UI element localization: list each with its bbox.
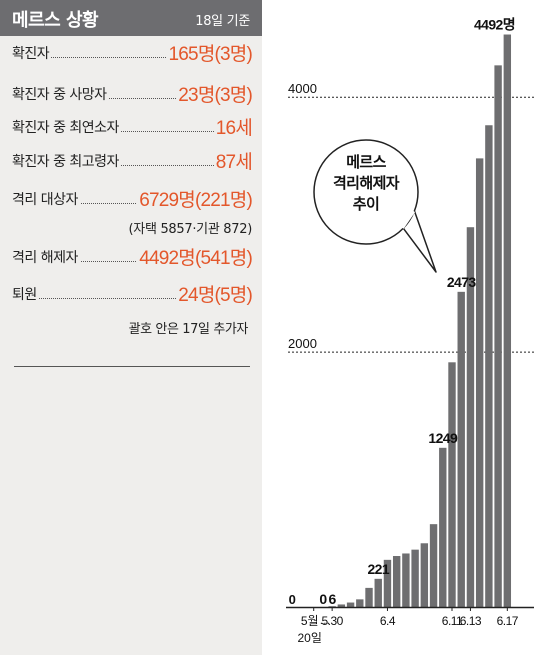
stat-row-youngest: 확진자 중 최연소자 16세 (12, 113, 253, 140)
chart-callout: 메르스 격리해제자 추이 (312, 138, 420, 246)
value-label: 4492명 (474, 17, 515, 33)
leader-dots (12, 98, 252, 99)
callout-bubble (313, 139, 419, 245)
axis-gap-marker: … (319, 615, 330, 627)
bar (392, 556, 401, 607)
x-tick-label: 5.30 (321, 614, 343, 628)
callout-line: 추이 (352, 195, 380, 213)
bar (346, 602, 355, 607)
callout-line: 메르스 (346, 153, 386, 171)
divider (14, 366, 250, 367)
value-label: 2473 (447, 274, 477, 290)
bar (439, 447, 447, 607)
bar (466, 227, 475, 608)
quarantine-breakdown: (자택 5857·기관 872) (128, 222, 253, 237)
x-tick-label: 6.13 (460, 614, 482, 628)
value-label: 0 (319, 591, 327, 607)
panel-title: 메르스 상황 (12, 10, 99, 31)
bar (420, 543, 429, 607)
stat-value: 87세 (213, 147, 253, 174)
bar (374, 578, 382, 607)
stat-label: 퇴원 (12, 284, 39, 304)
x-tick-label: 6.11 (442, 614, 463, 628)
stat-label: 격리 대상자 (12, 189, 80, 209)
bar (356, 599, 364, 607)
stat-label: 확진자 중 최연소자 (12, 117, 121, 137)
leader-dots (12, 131, 252, 132)
stat-value: 165명(3명) (166, 39, 253, 66)
leader-dots (12, 57, 252, 58)
bar (485, 125, 493, 607)
bar (457, 291, 465, 607)
leader-dots (12, 203, 252, 204)
stat-row-quarantine: 격리 대상자 6729명(221명) (12, 185, 253, 212)
bar (503, 34, 512, 608)
bar (448, 362, 456, 607)
bar (475, 158, 484, 607)
bar (328, 606, 336, 607)
stat-row-released: 격리 해제자 4492명(541명) (12, 243, 253, 270)
value-label: 221 (367, 561, 389, 577)
stat-value: 4492명(541명) (137, 243, 253, 270)
x-tick-label: 6.17 (497, 614, 519, 628)
bar (411, 549, 419, 607)
stat-row-discharged: 퇴원 24명(5명) (12, 280, 253, 307)
bar (337, 604, 346, 607)
status-panel: 메르스 상황 18일 기준 확진자 165명(3명) 확진자 중 사망자 23명… (0, 0, 262, 655)
value-label: 0 (289, 592, 296, 607)
panel-date-note: 18일 기준 (195, 14, 250, 29)
bar (429, 524, 438, 607)
bar (402, 553, 410, 607)
bar (365, 587, 373, 607)
leader-dots (12, 165, 252, 166)
stat-row-deaths: 확진자 중 사망자 23명(3명) (12, 80, 253, 107)
x-tick-label: 20일 (298, 631, 322, 645)
panel-footnote: 괄호 안은 17일 추가자 (128, 322, 249, 337)
stat-row-oldest: 확진자 중 최고령자 87세 (12, 147, 253, 174)
callout-joint (401, 210, 416, 229)
callout-line: 격리해제자 (332, 174, 400, 192)
value-label: 1249 (428, 430, 458, 446)
stat-label: 격리 해제자 (12, 247, 80, 267)
released-trend-chart: 2000 4000 0 0 6 221 1249 2473 4492명 5월 20일 5.30 6.4 6… (272, 0, 540, 655)
x-tick-label: 6.4 (380, 614, 396, 628)
stat-label: 확진자 중 사망자 (12, 84, 109, 104)
reference-line-label: 2000 (288, 336, 317, 351)
stat-value: 23명(3명) (176, 80, 253, 107)
stat-label: 확진자 중 최고령자 (12, 151, 121, 171)
stat-row-confirmed: 확진자 165명(3명) (12, 39, 253, 66)
stat-value: 16세 (213, 113, 253, 140)
reference-line-label: 4000 (288, 81, 317, 96)
stat-value: 24명(5명) (176, 280, 253, 307)
panel-header: 메르스 상황 18일 기준 (0, 0, 262, 36)
x-tick-label: 5월 (301, 614, 319, 628)
bar (494, 65, 502, 607)
leader-dots (12, 261, 252, 262)
stat-value: 6729명(221명) (137, 185, 253, 212)
bar (383, 559, 392, 607)
leader-dots (12, 298, 252, 299)
value-label: 6 (329, 591, 337, 607)
stat-label: 확진자 (12, 43, 52, 63)
